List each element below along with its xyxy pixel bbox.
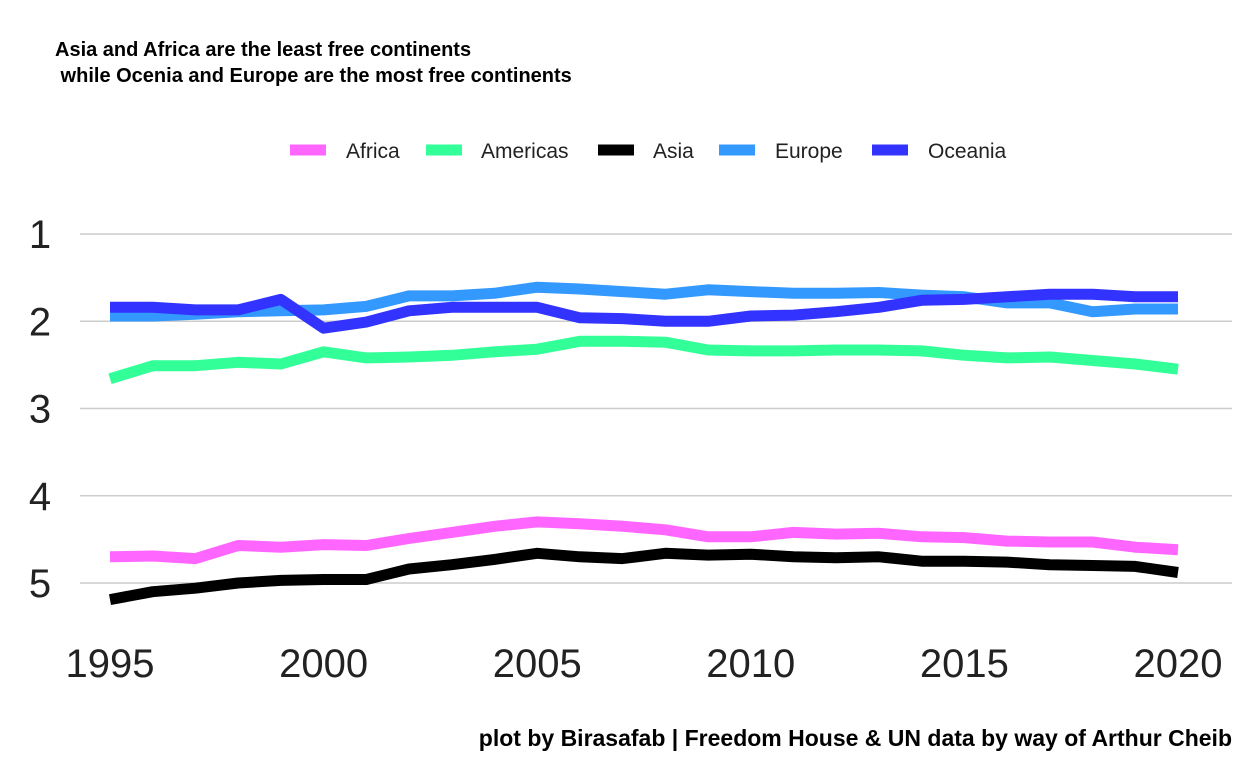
series-line-oceania <box>110 288 1178 334</box>
legend-label-oceania: Oceania <box>928 140 1007 163</box>
x-tick-label-2015: 2015 <box>920 642 1009 686</box>
legend: Africa Americas Asia Europe Oceania <box>290 140 1007 163</box>
x-tick-label-2000: 2000 <box>279 642 368 686</box>
y-tick-label-3: 3 <box>29 388 51 432</box>
chart-caption: plot by Birasafab | Freedom House & UN d… <box>478 725 1232 751</box>
x-tick-label-1995: 1995 <box>66 642 155 686</box>
y-tick-label-4: 4 <box>29 475 51 519</box>
y-tick-label-1: 1 <box>29 213 51 257</box>
x-tick-label-2010: 2010 <box>706 642 795 686</box>
chart-title: Asia and Africa are the least free conti… <box>55 39 572 87</box>
x-tick-label-2005: 2005 <box>493 642 582 686</box>
y-tick-label-5: 5 <box>29 562 51 606</box>
y-tick-label-2: 2 <box>29 300 51 344</box>
series-lines <box>108 281 1179 606</box>
x-axis-ticks: 1995 2000 2005 2010 2015 2020 <box>66 642 1223 686</box>
legend-label-africa: Africa <box>346 140 400 163</box>
legend-label-europe: Europe <box>775 140 843 163</box>
series-line-americas <box>108 335 1179 385</box>
series-line-asia <box>108 547 1179 606</box>
legend-label-asia: Asia <box>653 140 694 163</box>
x-tick-label-2020: 2020 <box>1134 642 1223 686</box>
y-axis-ticks: 1 2 3 4 5 <box>29 213 51 606</box>
legend-label-americas: Americas <box>481 140 569 163</box>
series-line-africa <box>109 516 1179 565</box>
